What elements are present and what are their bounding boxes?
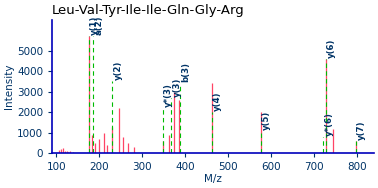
Y-axis label: Intensity: Intensity: [4, 64, 14, 109]
Text: Leu-Val-Tyr-Ile-Ile-Gln-Gly-Arg: Leu-Val-Tyr-Ile-Ile-Gln-Gly-Arg: [52, 4, 245, 17]
Text: y(5): y(5): [262, 111, 271, 130]
Text: y(4): y(4): [213, 92, 222, 111]
Text: y(2): y(2): [113, 61, 122, 80]
Text: y*(3): y*(3): [164, 83, 173, 107]
Text: a(2): a(2): [94, 16, 103, 35]
X-axis label: M/z: M/z: [204, 174, 222, 184]
Text: y(3): y(3): [173, 77, 182, 97]
Text: y(7): y(7): [357, 121, 366, 140]
Text: b(3): b(3): [181, 62, 190, 83]
Text: y*(6): y*(6): [324, 112, 333, 136]
Text: y(1): y(1): [90, 16, 99, 35]
Text: y(6): y(6): [327, 38, 336, 58]
